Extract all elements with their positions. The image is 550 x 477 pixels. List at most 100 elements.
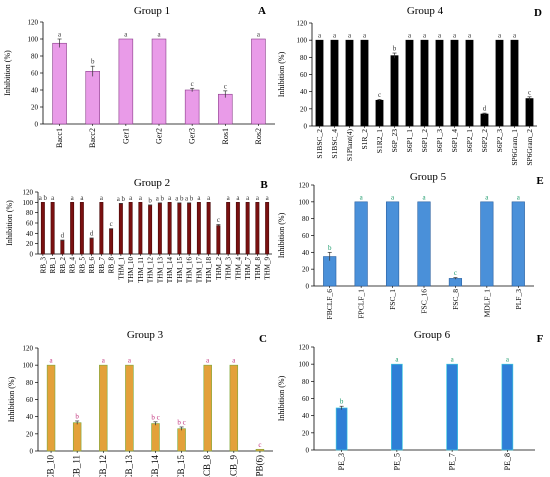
x-tick-label: THM_7 [244,257,252,280]
significance-label: a [438,32,442,40]
significance-label: a [395,356,399,364]
y-axis-label: Inhibition (%) [7,376,16,422]
bar [323,256,337,287]
x-tick-label: FSC_8 [451,289,460,310]
significance-label: a b [156,194,165,202]
significance-label: a [227,194,231,202]
significance-label: c [378,91,381,99]
x-tick-label: FSC_16 [420,289,429,314]
chart-panel-c: Group 3 C Inhibition (%) 0 20 40 60 80 100 120 a AC… [7,329,273,477]
chart-panel-a: Group 1 A Inhibition (%) 0 20 40 60 80 100 120 a Ba… [3,5,275,148]
bar [420,39,429,127]
bar [480,113,489,127]
x-tick-label: THM_14 [166,257,174,284]
y-tick-label: 0 [306,447,310,455]
bar [345,39,354,127]
significance-label: a [206,357,210,365]
x-tick-label: Ger3 [188,128,197,144]
bar [70,202,75,255]
x-tick-label: PLF_3 [514,289,523,310]
y-tick-label: 100 [299,198,310,206]
significance-label: a [139,194,143,202]
y-tick-label: 100 [299,361,310,369]
significance-label: a [168,194,172,202]
significance-label: a [232,357,236,365]
x-tick-label: ACB_15 [176,455,186,477]
bar [448,278,463,287]
x-tick-label: ACB_13 [124,455,134,477]
significance-label: b [148,196,152,204]
y-tick-label: 20 [300,105,308,113]
chart-panel-e: Group 5 E Inhibition (%) 0 20 40 60 80 100 120 b FB… [277,171,544,319]
y-tick-label: 120 [28,19,39,27]
significance-label: a [50,357,54,365]
y-tick-label: 120 [299,344,310,352]
significance-label: a [422,193,426,201]
bar [335,407,348,451]
significance-label: a [58,31,62,39]
bar [52,42,67,125]
x-tick-label: FSC_1 [388,289,397,310]
bar [330,39,339,127]
significance-label: b [75,412,79,420]
x-tick-label: THM_1 [117,257,125,280]
panel-letter: A [258,5,266,17]
bar [417,201,431,287]
y-tick-label: 20 [302,429,310,437]
y-tick-label: 20 [31,104,39,112]
x-tick-label: THM_11 [137,257,145,283]
y-tick-label: 80 [300,54,308,62]
y-tick-label: 80 [26,379,34,387]
bar [435,39,444,127]
significance-label: a [236,194,240,202]
x-tick-label: RB_8 [108,257,116,274]
significance-label: a [468,32,472,40]
significance-label: c [110,220,113,228]
panel-letter: D [534,7,542,19]
x-tick-label: S1BSC_2 [315,129,324,159]
significance-label: a [498,32,502,40]
bar [118,38,134,125]
significance-label: a b [117,195,126,203]
bar [218,93,233,125]
x-tick-label: THM_9 [264,257,272,280]
panel-title: Group 5 [410,171,447,183]
significance-label: c [191,80,194,88]
bar [177,203,182,255]
y-tick-label: 20 [302,266,310,274]
y-axis-label: Inhibition (%) [5,200,14,246]
significance-label: a [360,193,364,201]
y-tick-label: 60 [302,395,310,403]
x-tick-label: S6P1_4 [450,129,459,153]
bar [235,202,240,255]
panel-title: Group 3 [127,329,164,341]
chart-panel-f: Group 6 F Inhibition (%) 0 20 40 60 80 100 120 b PE… [277,329,544,470]
y-tick-label: 20 [26,240,34,248]
significance-label: a [129,194,133,202]
significance-label: a [363,32,367,40]
significance-label: b [393,45,397,53]
x-tick-label: S6P_23 [390,129,399,153]
bar [151,423,160,452]
bar [151,38,167,125]
x-tick-label: Bacc2 [88,128,97,148]
y-tick-label: 60 [302,232,310,240]
x-tick-label: RB_3 [39,257,47,274]
bar [125,364,134,452]
bar [40,202,45,255]
x-tick-label: S6P1_1 [405,129,414,153]
bar [375,99,384,127]
significance-label: b c [151,413,159,421]
x-tick-label: THM_16 [186,257,194,284]
significance-label: a [157,31,161,39]
y-tick-label: 0 [30,448,34,456]
bar [148,205,153,255]
y-tick-label: 0 [304,123,308,131]
x-tick-label: S6P2_1 [465,129,474,153]
bar [128,202,133,255]
x-tick-label: THM_13 [156,257,164,284]
bar [446,363,458,451]
x-tick-label: Ros2 [254,128,263,144]
x-tick-label: THM_15 [176,257,184,284]
